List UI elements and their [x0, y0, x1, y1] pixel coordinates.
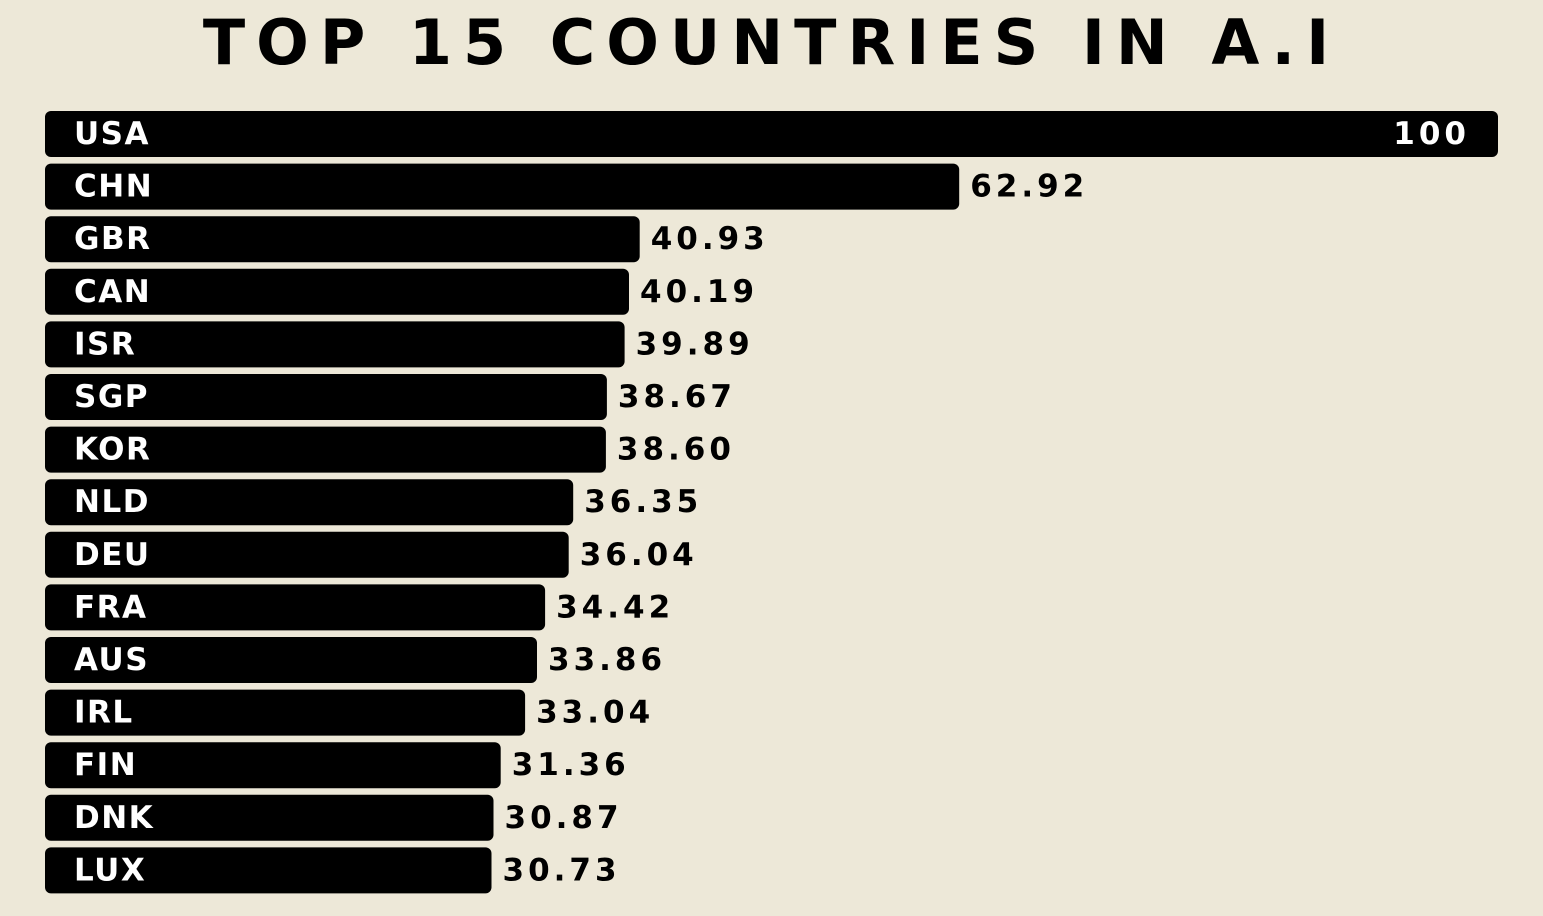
category-label-kor: KOR [74, 432, 151, 468]
value-label-usa: 100 [1393, 116, 1470, 152]
value-label-chn: 62.92 [970, 169, 1088, 205]
category-label-lux: LUX [74, 852, 146, 888]
category-label-sgp: SGP [74, 379, 149, 415]
bar-kor [45, 426, 606, 473]
bar-chn [45, 163, 960, 210]
chart-title: TOP 15 COUNTRIES IN A.I [202, 6, 1341, 79]
bar-fin [45, 742, 501, 789]
bar-gbr [45, 216, 640, 263]
category-label-nld: NLD [74, 484, 150, 520]
bar-fra [45, 584, 546, 631]
value-label-isr: 39.89 [636, 326, 754, 362]
bar-dnk [45, 794, 494, 841]
bar-can [45, 268, 629, 315]
value-label-irl: 33.04 [536, 695, 654, 731]
category-label-usa: USA [74, 116, 150, 152]
category-label-fin: FIN [74, 747, 137, 783]
bar-deu [45, 531, 569, 578]
category-label-fra: FRA [74, 589, 148, 625]
value-label-deu: 36.04 [580, 537, 698, 573]
value-label-sgp: 38.67 [618, 379, 736, 415]
category-label-can: CAN [74, 274, 151, 310]
category-label-deu: DEU [74, 537, 151, 573]
value-label-can: 40.19 [640, 274, 758, 310]
value-label-gbr: 40.93 [651, 221, 769, 257]
bar-sgp [45, 374, 607, 420]
value-label-fin: 31.36 [512, 747, 630, 783]
category-label-isr: ISR [74, 326, 136, 362]
category-label-gbr: GBR [74, 221, 151, 257]
bar-irl [45, 689, 526, 736]
category-label-dnk: DNK [74, 800, 154, 836]
value-label-dnk: 30.87 [505, 800, 623, 836]
value-label-lux: 30.73 [503, 852, 621, 888]
value-label-nld: 36.35 [584, 484, 702, 520]
category-label-chn: CHN [74, 169, 153, 205]
bar-aus [45, 637, 537, 683]
bar-usa [45, 111, 1498, 157]
bar-nld [45, 479, 574, 526]
value-label-kor: 38.60 [617, 432, 735, 468]
bar-isr [45, 321, 625, 368]
category-label-aus: AUS [74, 642, 149, 678]
category-label-irl: IRL [74, 695, 134, 731]
value-label-aus: 33.86 [548, 642, 666, 678]
value-label-fra: 34.42 [556, 589, 674, 625]
bar-lux [45, 847, 492, 894]
